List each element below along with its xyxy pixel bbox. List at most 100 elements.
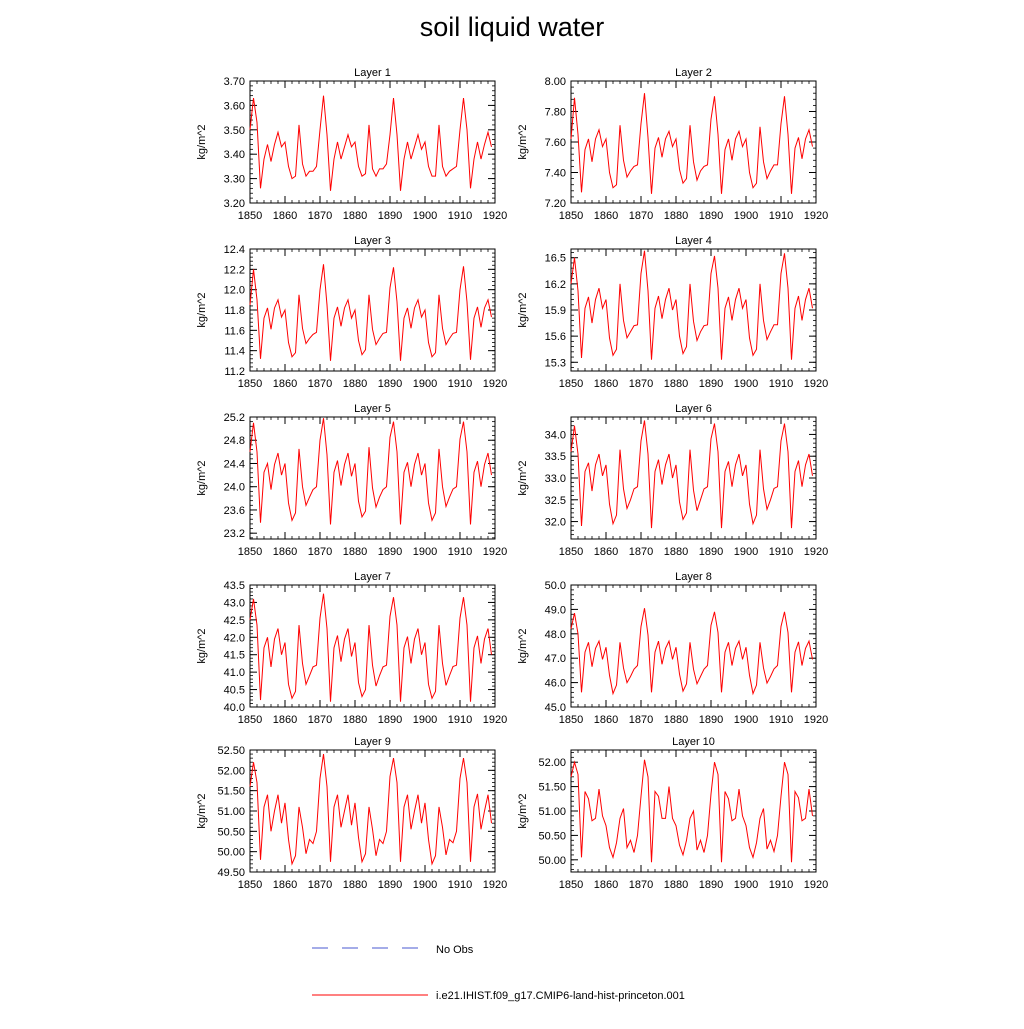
x-tick-label: 1860 xyxy=(273,210,297,222)
figure-title: soil liquid water xyxy=(419,12,605,42)
x-tick-label: 1920 xyxy=(483,210,507,222)
x-tick-label: 1850 xyxy=(559,378,583,390)
y-tick-label: 32.0 xyxy=(545,517,566,529)
x-tick-label: 1860 xyxy=(273,378,297,390)
y-tick-label: 16.5 xyxy=(545,253,566,265)
series-line xyxy=(570,250,813,360)
x-tick-label: 1870 xyxy=(308,879,332,891)
x-tick-label: 1900 xyxy=(413,210,437,222)
x-tick-label: 1850 xyxy=(559,879,583,891)
x-tick-label: 1900 xyxy=(413,378,437,390)
panel-layer-10: Layer 10 kg/m^2 1850 1860 1870 1880 1890 1900 19… xyxy=(517,736,828,891)
y-tick-label: 7.80 xyxy=(545,107,566,119)
x-tick-label: 1850 xyxy=(559,210,583,222)
y-tick-label: 47.0 xyxy=(545,653,566,665)
panel-layer-9: Layer 9 kg/m^2 1850 1860 1870 1880 1890 1900 191… xyxy=(196,736,507,891)
y-tick-label: 24.0 xyxy=(224,482,245,494)
y-tick-label: 16.2 xyxy=(545,279,566,291)
x-tick-label: 1850 xyxy=(238,546,262,558)
x-tick-label: 1860 xyxy=(594,546,618,558)
y-tick-label: 42.5 xyxy=(224,615,245,627)
y-axis-label: kg/m^2 xyxy=(196,292,208,327)
x-tick-label: 1890 xyxy=(378,879,402,891)
x-tick-label: 1910 xyxy=(769,210,793,222)
y-tick-label: 49.0 xyxy=(545,604,566,616)
x-tick-label: 1910 xyxy=(448,546,472,558)
x-tick-label: 1850 xyxy=(238,210,262,222)
x-tick-label: 1890 xyxy=(378,546,402,558)
y-tick-label: 41.0 xyxy=(224,667,245,679)
x-tick-label: 1900 xyxy=(734,378,758,390)
y-tick-label: 23.6 xyxy=(224,505,245,517)
x-tick-label: 1850 xyxy=(559,714,583,726)
y-tick-label: 15.3 xyxy=(545,357,566,369)
x-tick-label: 1850 xyxy=(238,879,262,891)
y-tick-label: 7.20 xyxy=(545,198,566,210)
plot-frame xyxy=(570,248,817,372)
y-axis-label: kg/m^2 xyxy=(196,460,208,495)
y-tick-label: 23.2 xyxy=(224,528,245,540)
y-tick-label: 12.4 xyxy=(224,244,245,256)
panel-title: Layer 8 xyxy=(675,571,712,583)
y-tick-label: 25.2 xyxy=(224,412,245,424)
panel-layer-4: Layer 4 kg/m^2 1850 1860 1870 1880 1890 1900 191… xyxy=(517,235,828,390)
y-tick-label: 50.0 xyxy=(545,580,566,592)
x-tick-label: 1880 xyxy=(343,714,367,726)
x-tick-label: 1890 xyxy=(378,210,402,222)
series-line xyxy=(249,418,492,525)
x-tick-label: 1910 xyxy=(769,546,793,558)
y-tick-label: 24.4 xyxy=(224,458,245,470)
y-tick-label: 32.5 xyxy=(545,495,566,507)
panel-layer-1: Layer 1 kg/m^2 1850 1860 1870 1880 1890 1900 191… xyxy=(196,67,507,222)
plot-frame xyxy=(249,416,496,540)
y-tick-label: 52.00 xyxy=(538,757,566,769)
series-line xyxy=(570,93,813,194)
x-tick-label: 1900 xyxy=(413,714,437,726)
x-tick-label: 1910 xyxy=(769,879,793,891)
y-tick-label: 3.40 xyxy=(224,149,245,161)
x-tick-label: 1870 xyxy=(629,714,653,726)
x-tick-label: 1920 xyxy=(804,714,828,726)
x-tick-label: 1870 xyxy=(308,714,332,726)
plot-frame xyxy=(570,584,817,708)
x-tick-label: 1920 xyxy=(804,210,828,222)
y-tick-label: 51.00 xyxy=(538,806,566,818)
y-tick-label: 51.50 xyxy=(538,782,566,794)
x-tick-label: 1870 xyxy=(629,879,653,891)
x-tick-label: 1900 xyxy=(413,546,437,558)
x-tick-label: 1880 xyxy=(664,714,688,726)
panel-layer-2: Layer 2 kg/m^2 1850 1860 1870 1880 1890 1900 191… xyxy=(517,67,828,222)
x-tick-label: 1890 xyxy=(699,714,723,726)
x-tick-label: 1860 xyxy=(594,879,618,891)
y-tick-label: 15.9 xyxy=(545,305,566,317)
panel-title: Layer 3 xyxy=(354,235,391,247)
x-tick-label: 1920 xyxy=(483,378,507,390)
x-tick-label: 1870 xyxy=(629,378,653,390)
x-tick-label: 1860 xyxy=(594,378,618,390)
y-tick-label: 3.30 xyxy=(224,174,245,186)
y-tick-label: 8.00 xyxy=(545,76,566,88)
y-tick-label: 40.0 xyxy=(224,702,245,714)
panel-layer-5: Layer 5 kg/m^2 1850 1860 1870 1880 1890 1900 191… xyxy=(196,403,507,558)
legend: No Obs i.e21.IHIST.f09_g17.CMIP6-land-his… xyxy=(312,944,685,1002)
x-tick-label: 1900 xyxy=(734,879,758,891)
x-tick-label: 1920 xyxy=(483,546,507,558)
panel-layer-6: Layer 6 kg/m^2 1850 1860 1870 1880 1890 1900 191… xyxy=(517,403,828,558)
y-tick-label: 15.6 xyxy=(545,331,566,343)
x-tick-label: 1880 xyxy=(664,546,688,558)
y-tick-label: 50.00 xyxy=(538,855,566,867)
series-line xyxy=(249,264,492,361)
x-tick-label: 1890 xyxy=(699,378,723,390)
y-tick-label: 7.40 xyxy=(545,168,566,180)
legend-model-label: i.e21.IHIST.f09_g17.CMIP6-land-hist-prin… xyxy=(436,990,685,1002)
y-tick-label: 41.5 xyxy=(224,650,245,662)
x-tick-label: 1860 xyxy=(594,210,618,222)
y-tick-label: 12.0 xyxy=(224,285,245,297)
x-tick-label: 1860 xyxy=(273,879,297,891)
panel-title: Layer 10 xyxy=(672,736,715,748)
legend-obs-label: No Obs xyxy=(436,944,474,956)
series-line xyxy=(249,753,492,866)
x-tick-label: 1920 xyxy=(483,714,507,726)
plot-frame xyxy=(570,416,817,540)
